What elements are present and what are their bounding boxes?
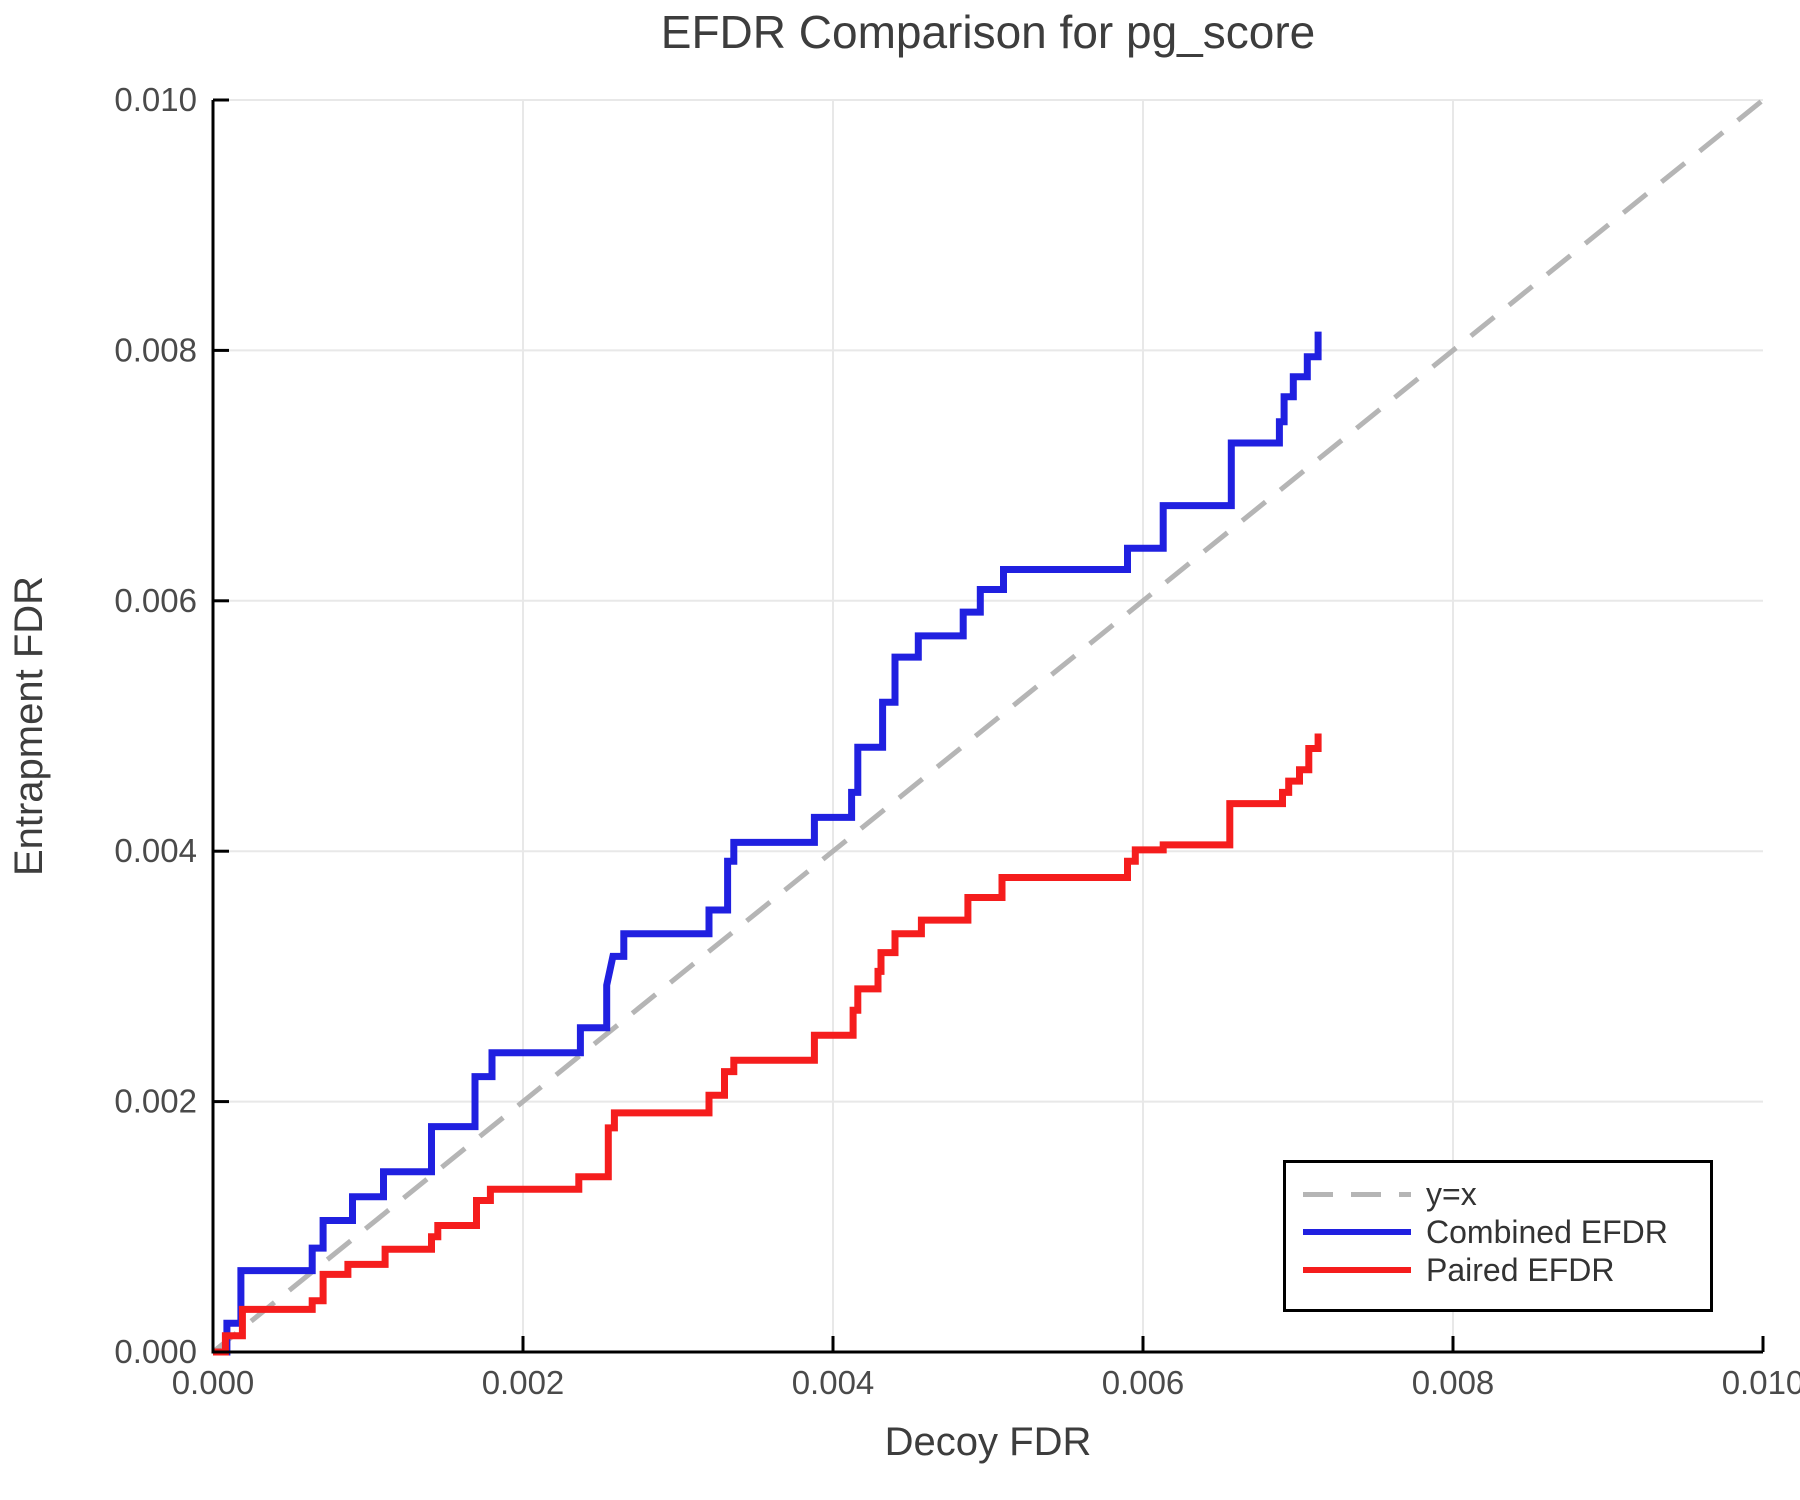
- x-tick-label: 0.004: [792, 1364, 875, 1401]
- x-tick-label: 0.000: [172, 1364, 255, 1401]
- combined-efdr-line-swatch: [1303, 1229, 1411, 1235]
- series-y-x: [211, 98, 1765, 1354]
- y-tick-label: 0.002: [114, 1083, 197, 1120]
- legend-item-paired-efdr: Paired EFDR: [1303, 1251, 1710, 1289]
- x-tick-label: 0.010: [1722, 1364, 1800, 1401]
- y-tick-label: 0.004: [114, 832, 197, 869]
- y-tick-label: 0.000: [114, 1333, 197, 1370]
- legend-label: y=x: [1426, 1176, 1477, 1212]
- series-layer: [211, 98, 1765, 1356]
- chart-title: EFDR Comparison for pg_score: [661, 6, 1315, 58]
- axes-layer: [211, 98, 1765, 1354]
- legend-item-combined-efdr: Combined EFDR: [1303, 1213, 1710, 1251]
- grid-layer: [213, 99, 1763, 1352]
- y-tick-label: 0.010: [114, 81, 197, 118]
- legend-label: Combined EFDR: [1426, 1214, 1668, 1250]
- x-tick-label: 0.002: [482, 1364, 565, 1401]
- identity-line-swatch: [1303, 1191, 1411, 1197]
- tick-label-layer: 0.000 0.002 0.004 0.006 0.008 0.010 0.000 0.002…: [114, 81, 1800, 1401]
- y-tick-label: 0.006: [114, 582, 197, 619]
- y-tick-label: 0.008: [114, 331, 197, 368]
- x-tick-label: 0.006: [1102, 1364, 1185, 1401]
- x-tick-label: 0.008: [1412, 1364, 1495, 1401]
- series-combined-efdr: [213, 331, 1322, 1356]
- paired-efdr-line-swatch: [1303, 1267, 1411, 1273]
- legend-item-identity: y=x: [1303, 1175, 1710, 1213]
- legend: y=x Combined EFDR Paired EFDR: [1283, 1160, 1713, 1312]
- legend-label: Paired EFDR: [1426, 1252, 1615, 1288]
- x-axis-label: Decoy FDR: [885, 1420, 1092, 1464]
- y-axis-label: Entrapment FDR: [7, 576, 51, 876]
- series-paired-efdr: [213, 733, 1322, 1356]
